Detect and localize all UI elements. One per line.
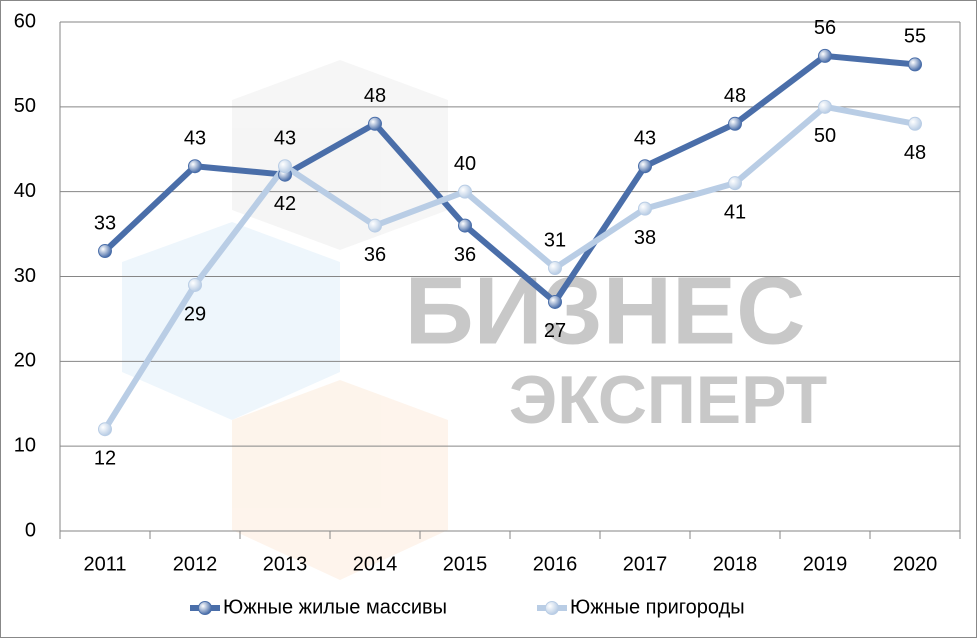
point xyxy=(638,201,652,216)
y-tick-label: 60 xyxy=(14,10,36,32)
point xyxy=(368,116,382,131)
y-tick-label: 30 xyxy=(14,265,36,287)
data-label: 43 xyxy=(274,127,296,149)
point xyxy=(818,99,832,114)
data-label: 55 xyxy=(904,26,926,48)
y-tick-label: 50 xyxy=(14,95,36,117)
data-label: 42 xyxy=(274,193,296,215)
point xyxy=(548,261,562,276)
point xyxy=(368,218,382,233)
watermark-cubes xyxy=(122,60,448,580)
point xyxy=(908,57,922,72)
y-tick-label: 10 xyxy=(14,434,36,456)
point xyxy=(818,48,832,63)
point xyxy=(98,422,112,437)
data-label: 12 xyxy=(94,447,116,469)
data-label: 31 xyxy=(544,229,566,251)
data-label: 40 xyxy=(454,153,476,175)
data-label: 33 xyxy=(94,212,116,234)
y-tick-label: 0 xyxy=(25,519,36,541)
series-line xyxy=(102,103,916,431)
point xyxy=(188,159,202,174)
x-tick-label: 2013 xyxy=(263,553,308,575)
watermark-subtitle: ЭКСПЕРТ xyxy=(509,362,827,438)
data-label: 41 xyxy=(724,201,746,223)
data-label: 48 xyxy=(904,142,926,164)
point xyxy=(188,277,202,292)
point xyxy=(458,184,472,199)
data-label: 48 xyxy=(364,85,386,107)
x-tick-label: 2016 xyxy=(533,553,578,575)
legend-marker xyxy=(545,601,559,615)
point xyxy=(728,116,742,131)
y-tick-label: 20 xyxy=(14,350,36,372)
data-label: 38 xyxy=(634,227,656,249)
legend-label: Южные пригороды xyxy=(570,596,745,618)
x-tick-label: 2012 xyxy=(173,553,218,575)
data-label: 27 xyxy=(544,320,566,342)
series-line xyxy=(102,52,916,305)
legend-marker xyxy=(198,601,212,615)
x-tick-label: 2018 xyxy=(713,553,758,575)
data-label: 29 xyxy=(184,303,206,325)
data-label: 36 xyxy=(364,244,386,266)
data-label: 50 xyxy=(814,125,836,147)
point xyxy=(728,176,742,191)
data-label: 43 xyxy=(634,127,656,149)
x-tick-label: 2020 xyxy=(893,553,938,575)
x-tick-label: 2014 xyxy=(353,553,398,575)
point xyxy=(98,244,112,259)
x-tick-label: 2015 xyxy=(443,553,488,575)
x-tick-label: 2019 xyxy=(803,553,848,575)
data-label: 48 xyxy=(724,85,746,107)
point xyxy=(278,159,292,174)
data-label: 43 xyxy=(184,127,206,149)
y-tick-label: 40 xyxy=(14,180,36,202)
x-tick-label: 2017 xyxy=(623,553,668,575)
legend-label: Южные жилые массивы xyxy=(223,596,447,618)
point xyxy=(458,218,472,233)
point xyxy=(638,159,652,174)
point xyxy=(548,294,562,309)
watermark-title: БИЗНЕС xyxy=(405,257,806,364)
x-tick-label: 2011 xyxy=(83,553,126,575)
data-label: 36 xyxy=(454,244,476,266)
point xyxy=(908,116,922,131)
data-label: 56 xyxy=(814,17,836,39)
